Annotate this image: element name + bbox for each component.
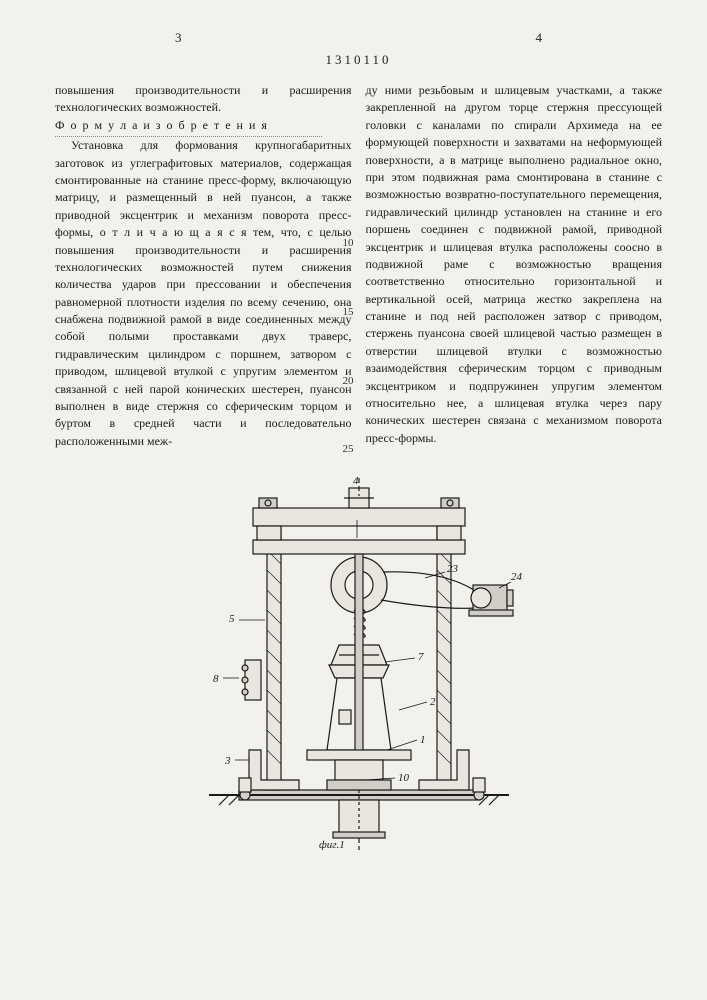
formula-title: Ф о р м у л а и з о б р е т е н и я [55,117,322,137]
figure-label-24: 24 [511,571,523,583]
line-number-20: 20 [343,374,354,390]
page-num-right: 4 [536,30,543,46]
line-number-25: 25 [343,442,354,458]
text-columns: повышения производительности и расширени… [55,82,662,450]
figure-label-10: 10 [398,772,410,784]
right-column: ду ними резьбовым и шлицевым участками, … [366,82,663,450]
left-intro: повышения производительности и расширени… [55,82,352,117]
figure-area: 1 2 3 4 5 7 8 10 23 24 фиг.1 [55,460,662,855]
mechanical-drawing: 1 2 3 4 5 7 8 10 23 24 фиг.1 [189,460,529,850]
left-body: Установка для формования крупногабаритны… [55,137,352,450]
figure-label-2: 2 [430,696,436,708]
line-number-15: 15 [343,305,354,321]
figure-label-3: 3 [224,755,231,767]
page-numbers-row: 3 4 [55,30,662,46]
figure-label-23: 23 [447,563,459,575]
figure-label-1: 1 [420,734,426,746]
page-num-left: 3 [175,30,182,46]
right-body: ду ними резьбовым и шлицевым участками, … [366,82,663,447]
left-column: повышения производительности и расширени… [55,82,352,450]
figure-caption: фиг.1 [319,839,345,850]
figure-label-5: 5 [229,613,235,625]
patent-page: 3 4 1310110 повышения производительности… [0,0,707,1000]
figure-label-8: 8 [213,673,219,685]
document-number: 1310110 [55,52,662,68]
figure-label-4: 4 [353,475,359,487]
line-number-10: 10 [343,236,354,252]
figure-label-7: 7 [418,651,424,663]
